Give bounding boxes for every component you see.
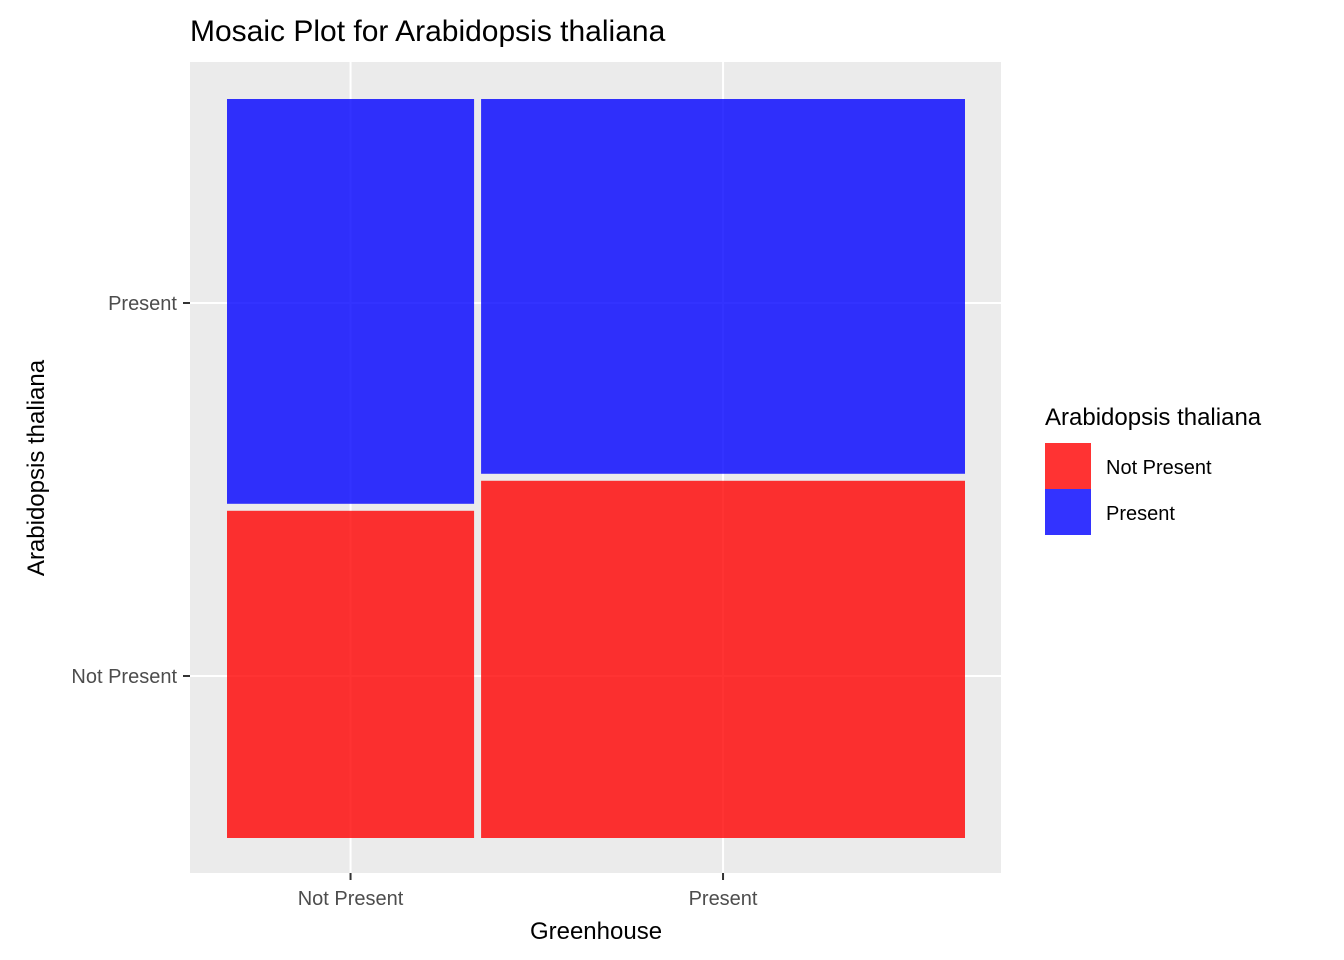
cell-not-present-not-present <box>227 510 475 838</box>
cell-not-present-present <box>227 99 475 504</box>
legend-title: Arabidopsis thaliana <box>1045 404 1262 431</box>
cell-present-present <box>481 99 965 474</box>
legend-key-not-present <box>1045 443 1091 489</box>
cell-present-not-present <box>481 480 965 838</box>
y-tick-label-present: Present <box>108 293 177 315</box>
y-tick-label-not-present: Not Present <box>71 666 177 688</box>
y-axis-title: Arabidopsis thaliana <box>23 359 50 576</box>
x-axis-title: Greenhouse <box>530 918 662 945</box>
mosaic-cells <box>227 99 965 838</box>
axes: Not Present Present Not Present Present <box>71 293 758 910</box>
x-tick-label-present: Present <box>689 888 758 910</box>
legend-label-present: Present <box>1106 503 1175 525</box>
chart-title: Mosaic Plot for Arabidopsis thaliana <box>190 15 666 48</box>
x-tick-label-not-present: Not Present <box>298 888 404 910</box>
legend-key-present <box>1045 489 1091 535</box>
legend: Arabidopsis thaliana Not Present Present <box>1045 404 1262 535</box>
legend-label-not-present: Not Present <box>1106 457 1212 479</box>
